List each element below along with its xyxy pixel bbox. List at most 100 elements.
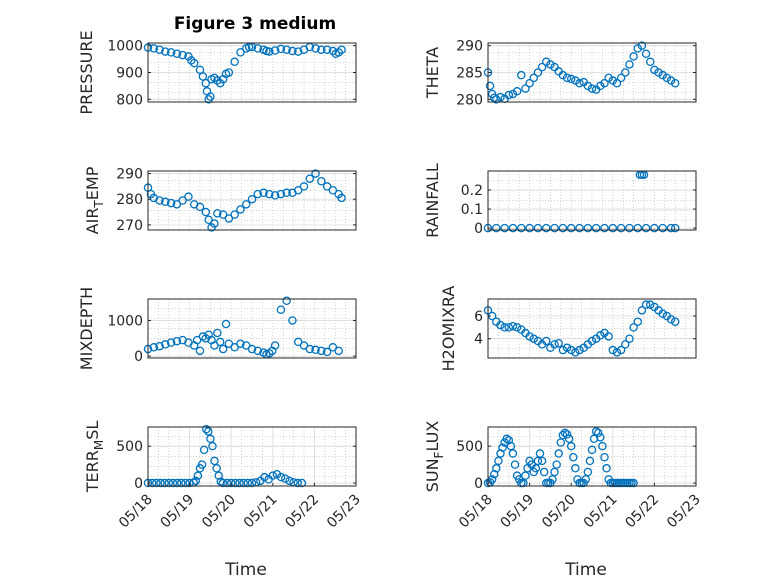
data-point [562,343,572,353]
data-point [253,189,263,199]
y-tick-label: 280 [456,92,483,108]
data-point [149,44,159,53]
data-point [489,469,499,479]
data-point [236,48,245,57]
data-point [164,478,174,488]
data-point [259,188,268,198]
subplot-4: 0 0.1 0.2 RAINFALL [423,163,697,238]
data-point [204,215,213,224]
data-point [562,430,572,439]
x-tick-label: 05/22 [282,492,322,532]
data-point [535,449,545,458]
y-tick-label: 0 [474,221,483,237]
data-point [569,452,578,462]
data-point [519,478,528,488]
data-point [253,44,263,53]
data-point [485,81,495,91]
data-point [498,443,507,452]
y-tick-label: 290 [116,167,143,183]
x-tick-label: 05/20 [199,492,239,532]
y-tick-label: 270 [116,218,143,234]
data-point [512,323,522,332]
subplot-2: 280 285 290 THETA [423,39,697,108]
data-point [197,460,207,469]
y-axis-label: H2OMIXRA [439,286,458,372]
data-point [214,471,223,480]
data-point [645,57,655,67]
data-point [548,475,557,484]
x-tick-label: 05/22 [622,492,662,532]
data-point [172,200,182,209]
data-point [285,476,294,486]
data-point [494,456,503,466]
y-tick-label: 800 [116,92,143,108]
data-point [243,478,253,488]
data-point [299,182,309,191]
data-point [616,223,626,233]
x-tick-label: 05/21 [241,492,281,532]
axes-box [147,426,357,487]
data-point [216,477,226,486]
data-point [247,344,257,354]
data-point [575,78,584,88]
data-point [558,345,568,355]
data-point [239,478,248,488]
data-point [311,345,320,355]
data-point [224,214,234,223]
y-tick-label: 0 [474,476,483,492]
series-markers [143,42,346,104]
plot-area [488,299,696,358]
data-point [629,323,638,332]
data-point [210,456,219,466]
y-axis-label: PRESSURE [77,30,96,114]
data-point [293,478,303,488]
data-point [564,434,574,444]
data-point [633,223,643,233]
data-point [253,346,263,356]
data-point [560,428,570,438]
data-point [571,76,580,85]
data-point [566,74,576,84]
x-axis-label: Time [224,560,267,580]
data-point [604,332,613,341]
data-point [641,49,651,58]
subplot-5: 0 1000 MIXDEPTH [77,287,357,370]
data-point [621,68,630,77]
series-markers [143,296,343,359]
data-point [193,471,203,480]
data-point [593,428,603,438]
grid [488,299,696,358]
data-point [587,336,597,346]
data-point [541,57,551,67]
data-point [184,192,193,201]
data-point [525,332,534,341]
data-point [596,81,605,91]
data-point [604,73,613,83]
y-tick-label: 0.2 [461,183,483,199]
y-tick-label: 6 [474,309,483,325]
data-point [213,328,222,338]
y-tick-label: 1000 [107,39,143,55]
data-point [583,223,593,233]
data-point [550,223,559,233]
data-point [161,197,170,207]
data-point [155,341,164,351]
data-point [645,300,655,309]
data-point [201,207,211,217]
data-point [621,340,630,349]
data-point [546,60,555,69]
data-point [317,346,326,356]
data-point [317,177,326,186]
data-point [270,46,280,55]
data-point [337,193,346,203]
data-point [531,464,541,473]
y-axis-label: SUNFLUX [423,421,446,493]
data-point [172,336,182,346]
data-point [650,65,659,75]
x-tick-label: 05/23 [664,492,704,532]
data-point [288,316,297,325]
y-tick-label: 290 [456,39,483,55]
y-tick-label: 1000 [107,313,143,329]
data-point [525,223,534,233]
data-point [166,338,176,347]
